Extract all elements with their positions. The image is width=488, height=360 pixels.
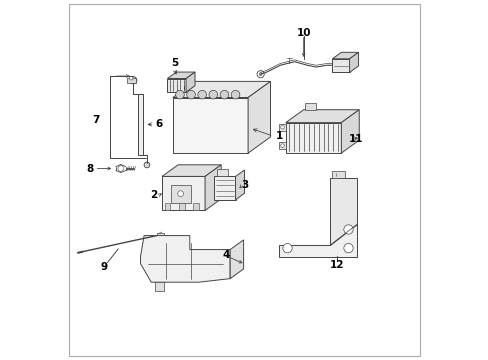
Circle shape (282, 243, 292, 253)
Bar (331, 171, 344, 178)
Bar (167, 78, 185, 92)
Circle shape (280, 126, 284, 129)
Text: 12: 12 (329, 260, 344, 270)
Circle shape (129, 76, 133, 80)
Bar (171, 185, 190, 203)
Bar (179, 203, 184, 210)
Polygon shape (329, 178, 357, 245)
Bar (279, 124, 285, 131)
Bar (285, 123, 341, 153)
Bar (155, 282, 163, 291)
Bar (193, 203, 199, 210)
Text: 9: 9 (100, 262, 107, 272)
Polygon shape (204, 165, 221, 211)
Circle shape (144, 162, 149, 168)
Polygon shape (185, 72, 195, 92)
Polygon shape (172, 81, 270, 98)
Bar (156, 233, 163, 239)
Polygon shape (247, 81, 270, 153)
Bar (217, 168, 227, 176)
Bar (138, 94, 142, 155)
Text: 11: 11 (348, 134, 363, 144)
Text: 1: 1 (275, 131, 283, 141)
Text: 2: 2 (150, 190, 158, 201)
Circle shape (280, 144, 284, 147)
Text: 10: 10 (296, 28, 310, 38)
Circle shape (231, 90, 239, 99)
Polygon shape (332, 52, 358, 59)
Polygon shape (230, 240, 243, 279)
Circle shape (186, 90, 195, 99)
Polygon shape (285, 110, 359, 123)
Text: 7: 7 (92, 115, 99, 125)
Polygon shape (349, 52, 358, 72)
Circle shape (175, 90, 184, 99)
Bar (305, 103, 316, 110)
Text: 4: 4 (222, 250, 229, 260)
Bar (172, 98, 247, 153)
Bar (214, 176, 235, 200)
Text: 6: 6 (155, 120, 163, 129)
Polygon shape (167, 72, 195, 78)
Bar (126, 78, 136, 83)
Polygon shape (341, 110, 359, 153)
Circle shape (118, 166, 123, 171)
Text: 8: 8 (86, 163, 93, 174)
Circle shape (208, 90, 217, 99)
Polygon shape (140, 235, 230, 282)
Bar (164, 203, 170, 210)
Text: 3: 3 (241, 180, 248, 190)
Circle shape (257, 71, 264, 78)
Circle shape (198, 90, 206, 99)
Polygon shape (162, 165, 221, 176)
Circle shape (129, 77, 137, 84)
Text: 5: 5 (171, 58, 178, 68)
Circle shape (343, 243, 352, 253)
Polygon shape (235, 170, 244, 200)
Bar (178, 86, 188, 90)
Bar (332, 59, 349, 72)
Circle shape (220, 90, 228, 99)
Circle shape (343, 225, 352, 234)
Circle shape (259, 73, 262, 76)
Bar (279, 142, 285, 149)
Polygon shape (278, 224, 357, 257)
Bar (162, 176, 204, 211)
Circle shape (178, 191, 183, 197)
